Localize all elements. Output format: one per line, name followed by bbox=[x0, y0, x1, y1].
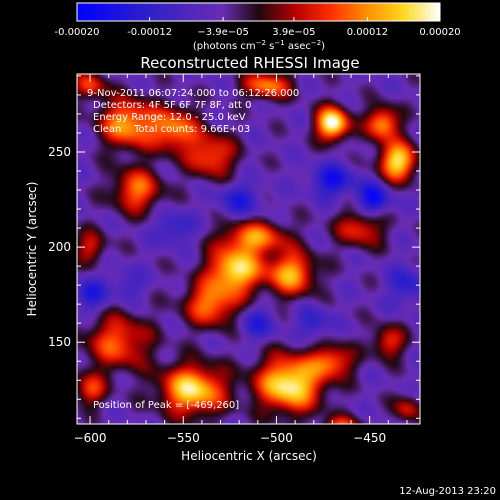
annotation-energy-range: Energy Range: 12.0 - 25.0 keV bbox=[93, 112, 246, 123]
y-tick-label: 150 bbox=[48, 335, 71, 349]
colorbar-tick-label: -0.00012 bbox=[127, 27, 172, 38]
colorbar-unit: (photons cm−2 s−1 asec−2) bbox=[193, 39, 325, 52]
colorbar-tick-label: −3.9e−05 bbox=[197, 27, 249, 38]
x-tick-label: −550 bbox=[167, 431, 200, 445]
annotation-time-range: 9-Nov-2011 06:07:24.000 to 06:12:26.000 bbox=[87, 88, 299, 99]
annotation-detectors: Detectors: 4F 5F 6F 7F 8F, att 0 bbox=[93, 100, 252, 111]
x-axis-ticks: −600 −550 −500 −450 bbox=[74, 74, 408, 445]
y-tick-label: 250 bbox=[48, 145, 71, 159]
chart-title: Reconstructed RHESSI Image bbox=[140, 54, 359, 72]
footer-timestamp: 12-Aug-2013 23:20 bbox=[399, 486, 496, 497]
colorbar-tick-label: -0.00020 bbox=[55, 27, 100, 38]
colorbar-tick-label: 0.00012 bbox=[347, 27, 388, 38]
y-axis-label: Heliocentric Y (arcsec) bbox=[25, 182, 39, 317]
heatmap-image bbox=[77, 74, 420, 424]
x-tick-label: −500 bbox=[260, 431, 293, 445]
plot-frame bbox=[76, 73, 421, 425]
colorbar-ticks: -0.00020 -0.00012 −3.9e−05 3.9e−05 0.00012 0.… bbox=[55, 17, 461, 38]
annotation-clean-counts: Clean Total counts: 9.66E+03 bbox=[93, 124, 250, 135]
colorbar bbox=[76, 2, 441, 22]
colorbar-tick-label: 0.00020 bbox=[419, 27, 460, 38]
y-tick-label: 200 bbox=[48, 240, 71, 254]
x-tick-label: −600 bbox=[74, 431, 107, 445]
x-axis-label: Heliocentric X (arcsec) bbox=[181, 449, 317, 463]
x-tick-label: −450 bbox=[353, 431, 386, 445]
annotation-peak-position: Position of Peak = [-469,260] bbox=[93, 400, 239, 411]
colorbar-tick-label: 3.9e−05 bbox=[272, 27, 315, 38]
y-axis-ticks: 150 200 250 bbox=[48, 75, 420, 419]
